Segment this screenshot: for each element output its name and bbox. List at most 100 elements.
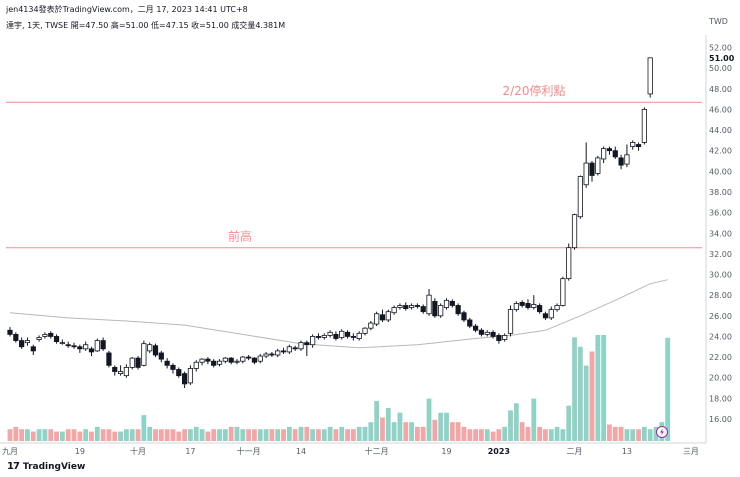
candle-body[interactable] [374, 313, 380, 325]
candle-body[interactable] [228, 357, 234, 363]
candle-body[interactable] [443, 299, 450, 308]
candle-body[interactable] [269, 353, 275, 356]
candle-body[interactable] [257, 355, 263, 362]
candle-body[interactable] [53, 336, 60, 343]
candle-body[interactable] [234, 360, 240, 363]
candle-body[interactable] [432, 300, 438, 317]
candle-body[interactable] [263, 353, 269, 357]
candle-body[interactable] [420, 306, 426, 313]
candle-body[interactable] [554, 305, 560, 311]
candle-body[interactable] [280, 350, 287, 353]
candle-body[interactable] [577, 176, 583, 218]
candle-body[interactable] [170, 364, 176, 370]
candle-body[interactable] [601, 148, 607, 160]
candle-body[interactable] [304, 342, 310, 346]
candle-body[interactable] [350, 336, 356, 338]
candle-body[interactable] [356, 332, 362, 339]
candle-body[interactable] [513, 303, 519, 311]
candle-body[interactable] [310, 336, 316, 346]
candle-body[interactable] [647, 57, 653, 95]
candle-body[interactable] [83, 344, 89, 350]
candle-body[interactable] [42, 333, 48, 337]
candle-body[interactable] [199, 358, 205, 363]
candle-body[interactable] [525, 303, 531, 308]
candle-body[interactable] [240, 356, 246, 362]
candle-body[interactable] [472, 325, 479, 331]
candle-body[interactable] [595, 157, 601, 174]
candle-body[interactable] [187, 368, 194, 384]
candle-body[interactable] [94, 340, 100, 352]
candle-body[interactable] [624, 154, 630, 165]
candle-body[interactable] [548, 309, 554, 319]
candle-body[interactable] [286, 346, 292, 353]
candle-body[interactable] [490, 331, 496, 337]
candle-body[interactable] [135, 357, 141, 368]
candle-body[interactable] [106, 352, 112, 366]
candle-body[interactable] [13, 333, 19, 341]
candle-body[interactable] [385, 311, 391, 321]
candle-body[interactable] [344, 331, 351, 337]
candle-body[interactable] [77, 346, 83, 350]
candle-body[interactable] [88, 348, 95, 353]
candle-body[interactable] [339, 330, 345, 338]
candle-body[interactable] [379, 314, 386, 321]
candle-body[interactable] [141, 343, 147, 366]
candle-body[interactable] [496, 335, 502, 341]
candle-body[interactable] [327, 331, 333, 336]
candle-body[interactable] [537, 305, 543, 313]
candle-body[interactable] [30, 346, 36, 352]
tradingview-brand[interactable]: 17 TradingView [7, 461, 85, 472]
candle-body[interactable] [216, 360, 223, 365]
candle-body[interactable] [222, 357, 228, 362]
candle-body[interactable] [397, 305, 403, 308]
candle-body[interactable] [612, 150, 618, 158]
candle-body[interactable] [158, 352, 164, 360]
candle-body[interactable] [362, 327, 368, 334]
candle-body[interactable] [298, 342, 304, 350]
candle-body[interactable] [112, 367, 118, 372]
candle-body[interactable] [635, 144, 642, 147]
candle-body[interactable] [438, 305, 444, 317]
candle-body[interactable] [315, 336, 322, 338]
candle-body[interactable] [560, 278, 566, 306]
candle-body[interactable] [48, 332, 54, 337]
candle-body[interactable] [211, 360, 217, 366]
candle-body[interactable] [321, 335, 327, 338]
candle-body[interactable] [152, 345, 159, 356]
candle-body[interactable] [65, 344, 71, 347]
candle-body[interactable] [571, 214, 578, 249]
candle-body[interactable] [19, 340, 25, 348]
candle-body[interactable] [246, 356, 252, 359]
candle-body[interactable] [502, 335, 508, 340]
candle-body[interactable] [630, 142, 636, 147]
candle-body[interactable] [181, 373, 188, 385]
candle-body[interactable] [467, 319, 473, 327]
candle-body[interactable] [478, 329, 485, 335]
candle-body[interactable] [455, 305, 461, 315]
candle-body[interactable] [117, 371, 124, 374]
candle-body[interactable] [123, 367, 129, 377]
candle-body[interactable] [426, 294, 432, 315]
candle-body[interactable] [531, 304, 537, 308]
candle-body[interactable] [519, 301, 525, 306]
candle-body[interactable] [589, 162, 595, 176]
candle-body[interactable] [176, 369, 182, 377]
candle-body[interactable] [583, 162, 589, 186]
candle-body[interactable] [71, 345, 77, 348]
candle-body[interactable] [507, 309, 514, 334]
candle-body[interactable] [129, 357, 135, 368]
candle-body[interactable] [147, 344, 153, 352]
candle-body[interactable] [193, 361, 199, 369]
candle-body[interactable] [461, 312, 467, 321]
candle-body[interactable] [24, 340, 31, 344]
candle-body[interactable] [408, 305, 415, 308]
candle-body[interactable] [251, 357, 258, 363]
candle-body[interactable] [7, 329, 13, 335]
candle-body[interactable] [333, 333, 339, 339]
candle-body[interactable] [641, 109, 647, 143]
candle-body[interactable] [59, 342, 65, 345]
candle-body[interactable] [36, 337, 42, 340]
candle-body[interactable] [403, 305, 409, 309]
candle-body[interactable] [368, 322, 374, 329]
